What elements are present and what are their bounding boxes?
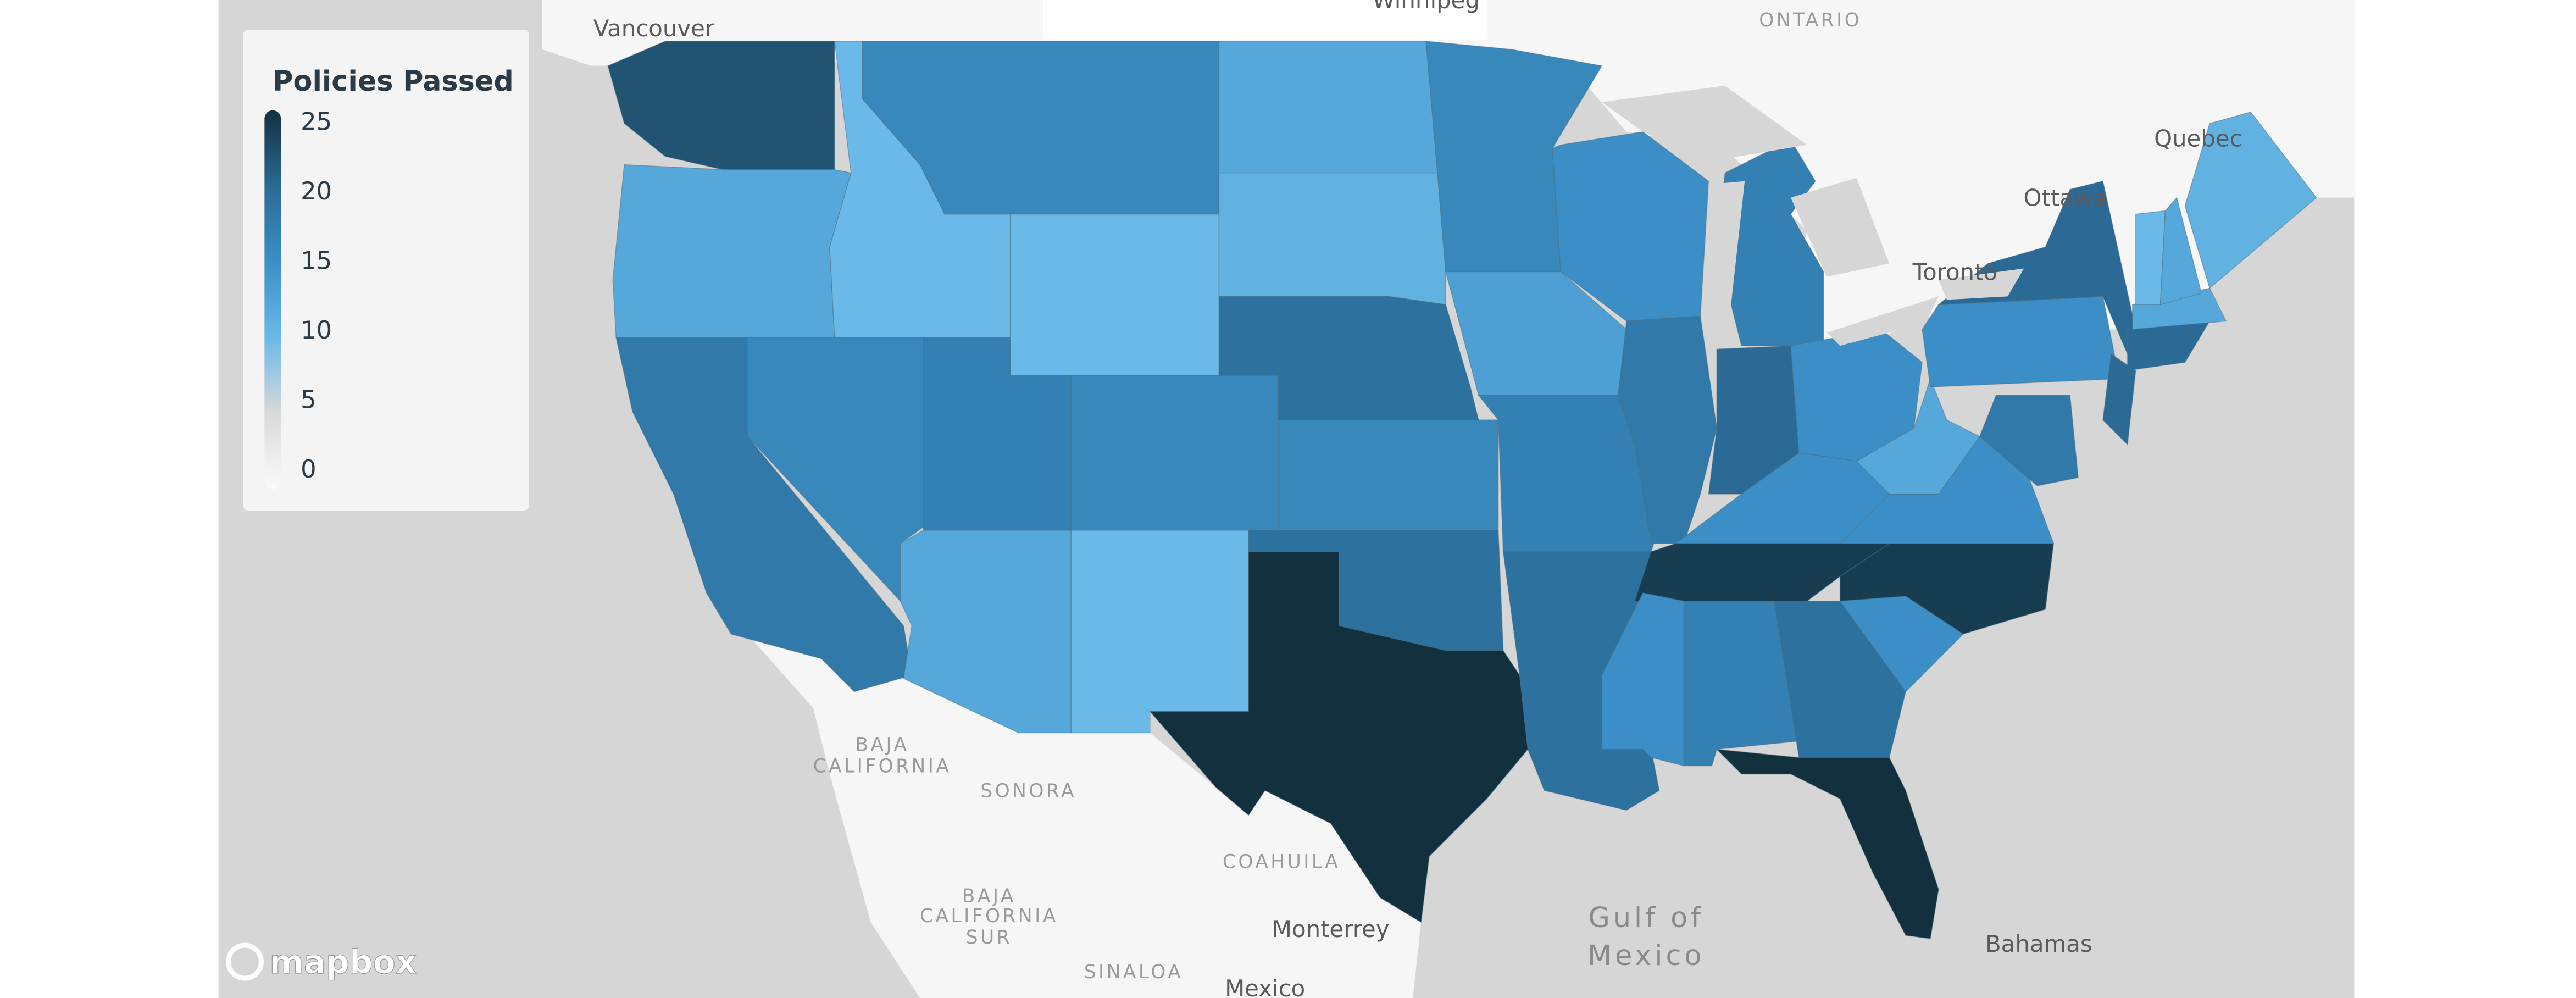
legend-ticks: 0 5 10 15 20 25 <box>301 107 332 484</box>
map-label: Monterrey <box>1272 916 1390 942</box>
legend-title: Policies Passed <box>273 65 513 97</box>
lake <box>1938 268 2024 300</box>
state <box>1774 601 1906 758</box>
state <box>1937 180 2136 356</box>
map-label: Winnipeg <box>1372 0 1480 14</box>
map-label: Mexico <box>1587 939 1705 972</box>
legend-tick-label: 15 <box>301 246 332 275</box>
lake <box>1708 181 1745 330</box>
map-label: Toronto <box>1912 258 1997 285</box>
legend-box <box>243 29 529 511</box>
state <box>1856 378 1980 495</box>
map-labels: Vancouver Winnipeg ONTARIO Quebec Ottawa Toro… <box>593 0 2242 998</box>
state <box>1149 551 1529 923</box>
mapbox-logo <box>226 942 264 981</box>
map-label: CALIFORNIA <box>920 905 1058 927</box>
baja <box>818 667 962 964</box>
canvas-strip <box>1043 0 1487 40</box>
map-label: SINALOA <box>1084 961 1183 983</box>
canada <box>542 0 2355 354</box>
state <box>612 164 852 339</box>
states <box>607 41 2317 939</box>
state <box>1009 213 1220 376</box>
map-label: Vancouver <box>593 15 715 42</box>
state <box>1218 41 1438 174</box>
map-label: SONORA <box>980 780 1076 802</box>
map-label: CALIFORNIA <box>813 755 952 777</box>
map-label: Bahamas <box>1985 930 2092 957</box>
map-label: SUR <box>966 927 1012 949</box>
lake <box>1790 178 1890 277</box>
map-label: BAJA <box>855 734 909 756</box>
map-label: Quebec <box>2154 125 2242 152</box>
map-label: ONTARIO <box>1759 9 1862 31</box>
legend-gradient <box>264 110 281 490</box>
state <box>1601 592 1685 767</box>
state <box>2184 111 2317 289</box>
map-label: BAJA <box>962 885 1016 907</box>
legend-tick-label: 0 <box>301 454 317 484</box>
map-label: Mexico <box>1225 975 1305 998</box>
state <box>2159 197 2202 306</box>
legend-tick-label: 20 <box>301 176 332 206</box>
state <box>1218 172 1446 306</box>
state <box>1979 395 2079 486</box>
map-label: Ottawa <box>2024 185 2107 212</box>
attribution: mapbox <box>269 943 417 982</box>
map-label: COAHUILA <box>1223 851 1340 873</box>
legend-tick-label: 10 <box>301 315 332 345</box>
legend-tick-label: 25 <box>301 107 332 136</box>
lake <box>1602 85 1807 162</box>
state <box>1922 296 2120 388</box>
state <box>1278 419 1499 531</box>
state <box>1070 375 1279 531</box>
state <box>1716 748 1939 939</box>
lake <box>1826 296 1939 346</box>
state <box>1070 530 1249 734</box>
map-label: Gulf of <box>1588 901 1704 934</box>
lakes <box>1602 85 2024 346</box>
legend-tick-label: 5 <box>301 385 317 414</box>
